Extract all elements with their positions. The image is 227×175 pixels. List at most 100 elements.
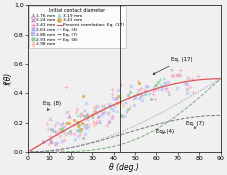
- 1.76 mm: [114, 97, 117, 100]
- 2.41 mm: [94, 120, 98, 123]
- 3.19 mm: [158, 83, 162, 86]
- 3.19 mm: [54, 121, 58, 123]
- 2.88 mm: [76, 122, 80, 125]
- 2.88 mm: [94, 112, 97, 115]
- 2.93 mm: [77, 123, 81, 126]
- 3.19 mm: [109, 106, 113, 109]
- Text: Eq. (4): Eq. (4): [156, 129, 174, 134]
- 2.88 mm: [84, 123, 88, 126]
- 3.19 mm: [73, 138, 77, 141]
- 2.63 mm: [183, 81, 186, 84]
- 2.98 mm: [90, 110, 94, 113]
- 1.76 mm: [67, 115, 71, 118]
- 3.41 mm: [67, 121, 71, 124]
- 2.88 mm: [160, 89, 163, 92]
- 2.93 mm: [76, 128, 79, 131]
- Legend: 1.76 mm, 2.24 mm, 2.41 mm, 2.63 mm, 2.88 mm, 2.93 mm, 2.98 mm, 3.19 mm, 3.41 mm,: 1.76 mm, 2.24 mm, 2.41 mm, 2.63 mm, 2.88…: [29, 6, 125, 48]
- 2.98 mm: [57, 130, 61, 133]
- 2.98 mm: [91, 124, 95, 127]
- 3.41 mm: [89, 113, 93, 116]
- 2.88 mm: [94, 106, 97, 109]
- 2.63 mm: [59, 123, 63, 125]
- 3.19 mm: [146, 91, 150, 94]
- 3.41 mm: [81, 94, 85, 97]
- 2.88 mm: [99, 110, 103, 113]
- 2.63 mm: [116, 89, 119, 92]
- 2.41 mm: [100, 104, 103, 107]
- 2.98 mm: [79, 112, 83, 115]
- 2.93 mm: [126, 93, 129, 96]
- 2.98 mm: [47, 143, 51, 145]
- 2.41 mm: [72, 132, 75, 135]
- Text: Eq. (7): Eq. (7): [185, 121, 204, 129]
- X-axis label: θ (deg.): θ (deg.): [109, 163, 138, 172]
- 3.41 mm: [78, 127, 82, 130]
- 2.63 mm: [160, 86, 164, 88]
- 2.88 mm: [56, 150, 60, 153]
- 2.24 mm: [65, 111, 69, 113]
- 2.98 mm: [78, 133, 81, 136]
- 2.88 mm: [163, 82, 167, 85]
- 2.63 mm: [184, 83, 188, 85]
- 2.93 mm: [61, 130, 65, 133]
- 3.19 mm: [102, 105, 106, 108]
- 2.88 mm: [138, 95, 142, 98]
- 2.24 mm: [184, 88, 188, 91]
- 2.41 mm: [97, 110, 101, 112]
- 2.88 mm: [140, 94, 144, 97]
- 2.63 mm: [75, 130, 79, 133]
- 2.88 mm: [146, 86, 149, 89]
- 2.88 mm: [108, 105, 112, 107]
- 2.41 mm: [165, 90, 169, 93]
- 3.41 mm: [72, 118, 76, 121]
- 2.63 mm: [84, 127, 88, 130]
- 2.41 mm: [118, 101, 122, 104]
- 2.98 mm: [55, 132, 59, 135]
- 2.88 mm: [98, 122, 101, 124]
- 2.93 mm: [119, 115, 123, 118]
- 2.98 mm: [75, 107, 79, 110]
- 2.93 mm: [58, 128, 62, 131]
- 2.41 mm: [190, 90, 194, 93]
- 2.63 mm: [54, 130, 58, 133]
- 2.98 mm: [45, 123, 49, 126]
- 2.63 mm: [139, 99, 143, 101]
- 2.98 mm: [81, 122, 85, 125]
- 2.88 mm: [49, 137, 52, 140]
- 2.93 mm: [153, 83, 157, 86]
- 2.88 mm: [83, 110, 87, 112]
- 3.19 mm: [132, 94, 135, 96]
- 2.88 mm: [49, 127, 53, 130]
- 2.63 mm: [78, 128, 81, 131]
- 2.88 mm: [81, 115, 85, 118]
- 3.19 mm: [115, 110, 118, 113]
- 2.63 mm: [75, 135, 79, 137]
- 2.24 mm: [85, 118, 88, 120]
- 2.63 mm: [136, 88, 140, 91]
- 2.41 mm: [170, 73, 174, 76]
- 2.41 mm: [175, 73, 178, 76]
- 2.41 mm: [188, 86, 191, 89]
- 2.63 mm: [99, 114, 102, 117]
- 2.24 mm: [175, 74, 178, 77]
- 2.41 mm: [78, 115, 81, 118]
- 2.63 mm: [54, 143, 57, 146]
- 2.88 mm: [54, 142, 57, 145]
- Text: Eq. (8): Eq. (8): [43, 101, 61, 110]
- 2.98 mm: [58, 135, 62, 138]
- 2.63 mm: [101, 110, 105, 113]
- 2.41 mm: [110, 115, 113, 117]
- 2.41 mm: [55, 141, 58, 144]
- 3.19 mm: [152, 85, 155, 87]
- 2.24 mm: [79, 112, 83, 115]
- 2.63 mm: [133, 95, 136, 98]
- 3.19 mm: [84, 125, 88, 128]
- 2.93 mm: [149, 97, 153, 100]
- 3.19 mm: [158, 78, 161, 80]
- 1.76 mm: [85, 113, 89, 115]
- 2.24 mm: [152, 88, 156, 90]
- 2.88 mm: [123, 101, 127, 104]
- 2.93 mm: [83, 115, 87, 118]
- 1.76 mm: [49, 140, 53, 143]
- 2.24 mm: [97, 120, 100, 122]
